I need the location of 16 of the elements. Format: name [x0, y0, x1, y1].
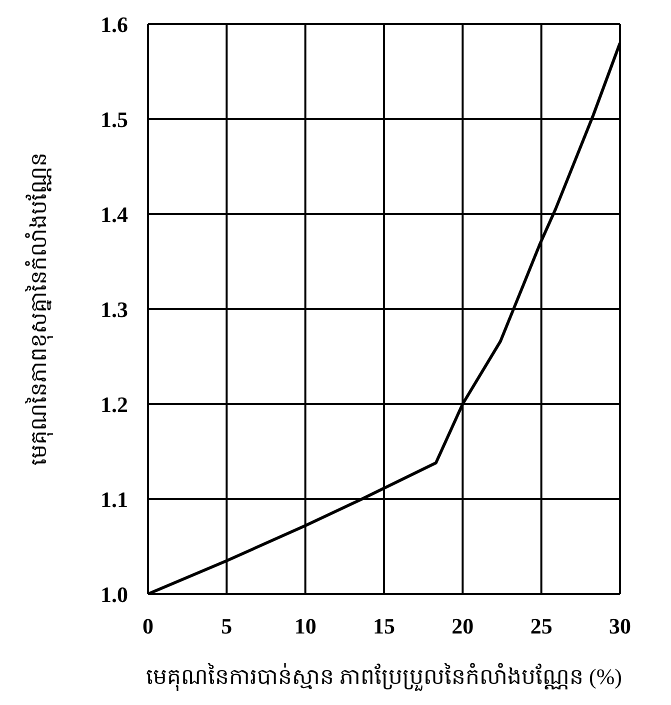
x-tick-label: 25 — [530, 614, 552, 639]
x-axis-title: មេគុណនៃការបាន់ស្មាន ភាពប្រែប្រួលនៃកំលាំងបណ្ណែន (%) — [146, 663, 622, 691]
y-tick-label: 1.0 — [100, 582, 128, 607]
y-tick-label: 1.6 — [100, 12, 128, 37]
y-axis-title: មេគុណនៃភាពខុសគ្នានៃកំលាំងបណ្ណែន — [24, 152, 53, 466]
y-tick-label: 1.3 — [100, 296, 128, 322]
y-tick-label: 1.2 — [100, 392, 128, 417]
x-tick-label: 0 — [142, 614, 154, 639]
x-tick-label: 20 — [452, 614, 474, 639]
x-tick-label: 30 — [609, 614, 631, 639]
y-tick-label: 1.4 — [100, 202, 128, 227]
x-tick-label: 5 — [221, 614, 232, 639]
x-tick-label: 15 — [373, 614, 395, 639]
x-tick-label: 10 — [294, 614, 316, 639]
y-tick-label: 1.1 — [100, 486, 128, 512]
y-tick-label: 1.5 — [100, 106, 128, 132]
